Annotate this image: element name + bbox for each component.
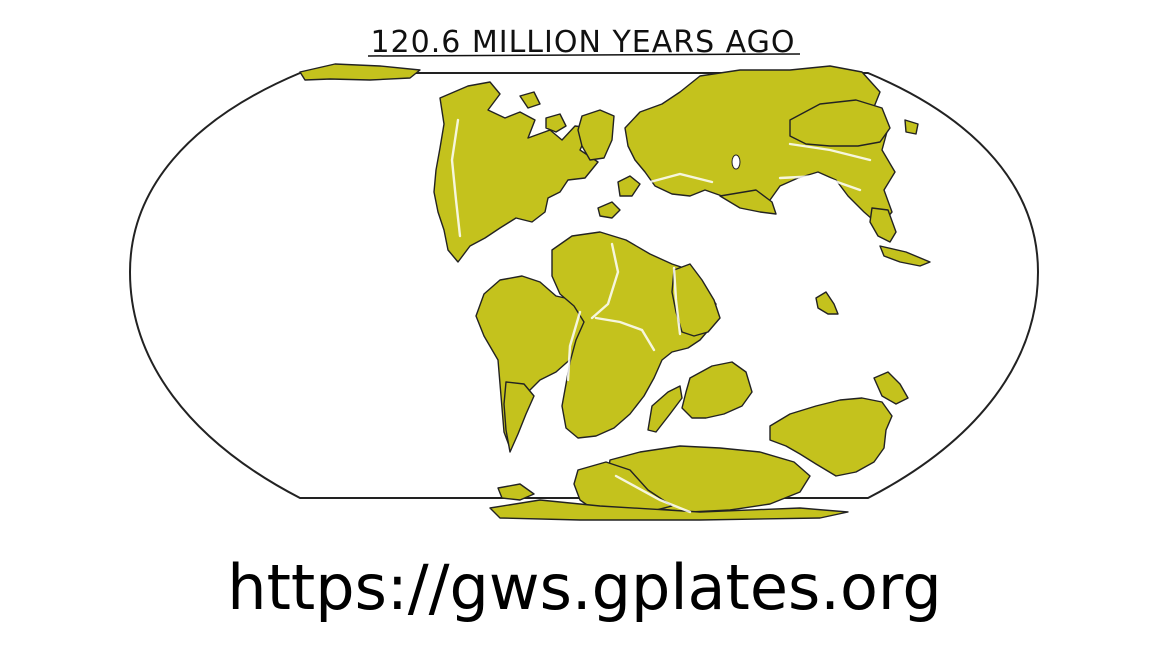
plate-boundary-2	[594, 316, 656, 352]
landmasses	[299, 63, 931, 521]
gws-url[interactable]: https://gws.gplates.org	[227, 551, 942, 624]
landmass-australia-ne	[873, 371, 909, 405]
eurasia-inland-sea	[731, 154, 741, 170]
plate-boundary-4	[566, 310, 582, 382]
title-underline	[367, 53, 801, 57]
globe-outline	[128, 72, 1040, 499]
landmass-arabia	[671, 263, 721, 337]
landmass-north-america	[433, 81, 599, 263]
landmass-island-na-2	[519, 91, 541, 109]
landmass-far-east-3	[904, 119, 919, 135]
plate-boundary-8	[614, 474, 692, 514]
landmass-europe-island-1	[597, 201, 621, 219]
landmass-madagascar	[647, 385, 683, 433]
plate-boundary-7	[778, 174, 862, 192]
landmass-east-asia	[789, 99, 891, 147]
plate-boundary-6	[788, 142, 872, 162]
landmass-greenland	[577, 109, 615, 161]
plate-boundary-9	[648, 172, 714, 184]
plate-boundary-1	[590, 242, 620, 320]
landmass-island-indian-ocean	[815, 291, 839, 315]
landmass-arctic-strip	[299, 63, 421, 81]
landmass-far-east-2	[879, 245, 931, 267]
plate-boundary-3	[672, 266, 682, 336]
landmass-asia-block	[719, 189, 777, 215]
plate-boundary-5	[450, 118, 462, 238]
landmass-far-east-1	[869, 207, 897, 243]
landmass-south-america-south	[503, 381, 535, 453]
landmass-antarctica-strip	[489, 499, 849, 521]
landmass-india	[681, 361, 753, 419]
paleo-world-map: 120.6 MILLION YEARS AGO	[128, 25, 1040, 521]
landmass-europe-island-2	[617, 175, 641, 197]
landmass-australia	[769, 397, 893, 477]
landmass-antarctic-peninsula	[497, 483, 535, 501]
landmass-island-na-1	[545, 113, 567, 133]
